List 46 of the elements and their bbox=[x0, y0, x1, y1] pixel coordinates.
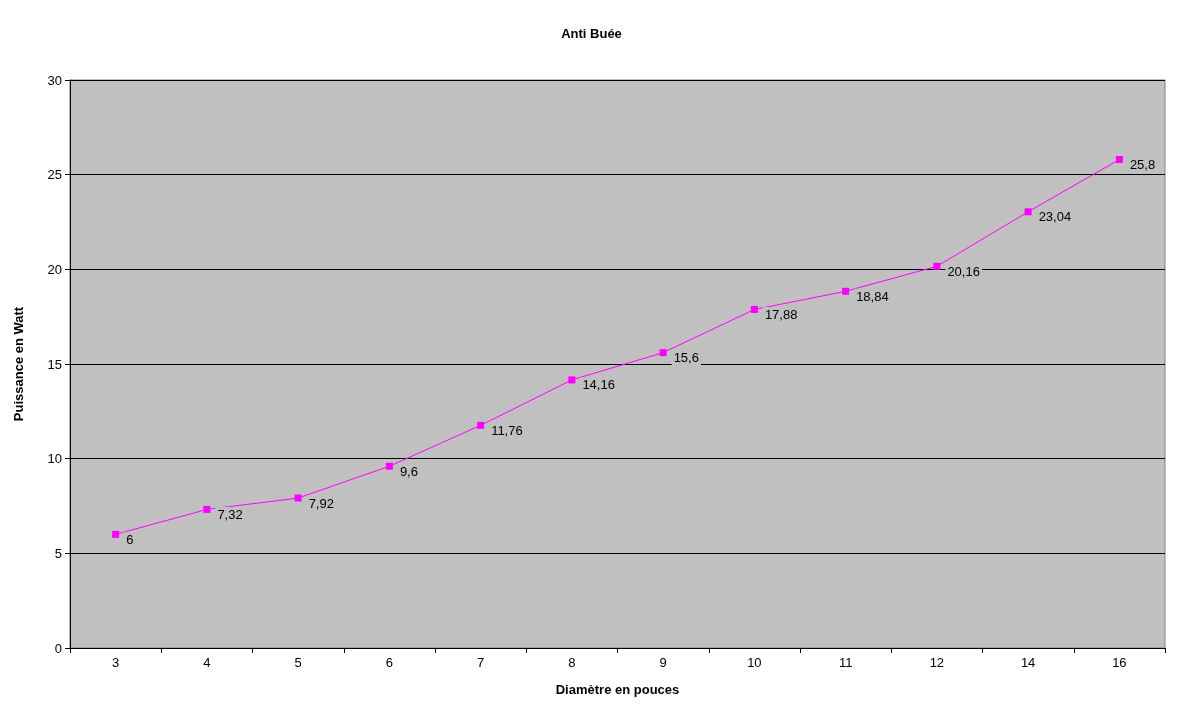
data-label: 17,88 bbox=[764, 306, 798, 322]
y-tick-label: 25 bbox=[47, 167, 62, 183]
point bbox=[933, 262, 941, 270]
point bbox=[750, 305, 758, 313]
x-tick-label: 12 bbox=[929, 655, 945, 670]
x-tick-label: 7 bbox=[477, 655, 485, 670]
data-label: 15,6 bbox=[673, 350, 699, 366]
y-axis-title: Puissance en Watt bbox=[11, 306, 26, 422]
data-label: 25,8 bbox=[1129, 157, 1156, 173]
x-tick-label: 3 bbox=[112, 655, 120, 670]
y-tick-label: 30 bbox=[47, 72, 62, 88]
point bbox=[1024, 208, 1032, 216]
x-tick-label: 16 bbox=[1112, 655, 1127, 670]
point bbox=[385, 462, 393, 470]
point bbox=[203, 505, 211, 513]
x-tick-label: 8 bbox=[568, 655, 576, 670]
point bbox=[477, 421, 485, 429]
x-tick-label: 4 bbox=[203, 655, 211, 670]
point bbox=[1115, 156, 1123, 164]
data-label: 18,84 bbox=[856, 288, 889, 304]
x-tick-label: 10 bbox=[747, 655, 762, 670]
y-tick-label: 10 bbox=[47, 451, 62, 467]
data-label: 11,76 bbox=[491, 422, 523, 438]
y-tick-label: 0 bbox=[54, 640, 62, 656]
y-tick-label: 5 bbox=[54, 545, 62, 561]
y-tick-label: 15 bbox=[47, 356, 62, 372]
point bbox=[294, 494, 302, 502]
data-label: 6 bbox=[126, 531, 134, 547]
data-label: 23,04 bbox=[1038, 209, 1072, 225]
data-label: 9,6 bbox=[399, 463, 418, 479]
data-label: 20,16 bbox=[947, 263, 980, 279]
chart-title: Anti Buée bbox=[561, 26, 622, 41]
x-tick-label: 14 bbox=[1020, 655, 1036, 670]
point bbox=[568, 376, 576, 384]
y-tick-label: 20 bbox=[47, 261, 62, 277]
point bbox=[659, 349, 667, 357]
data-label: 14,16 bbox=[582, 377, 615, 393]
data-label: 7,32 bbox=[217, 506, 243, 522]
point bbox=[112, 530, 120, 538]
x-axis-title: Diamètre en pouces bbox=[555, 682, 680, 697]
x-tick-label: 11 bbox=[838, 655, 853, 670]
x-tick-label: 9 bbox=[659, 655, 667, 670]
x-tick-label: 6 bbox=[385, 655, 393, 670]
data-label: 7,92 bbox=[308, 495, 334, 511]
x-tick-label: 5 bbox=[294, 655, 302, 670]
point bbox=[842, 287, 850, 295]
